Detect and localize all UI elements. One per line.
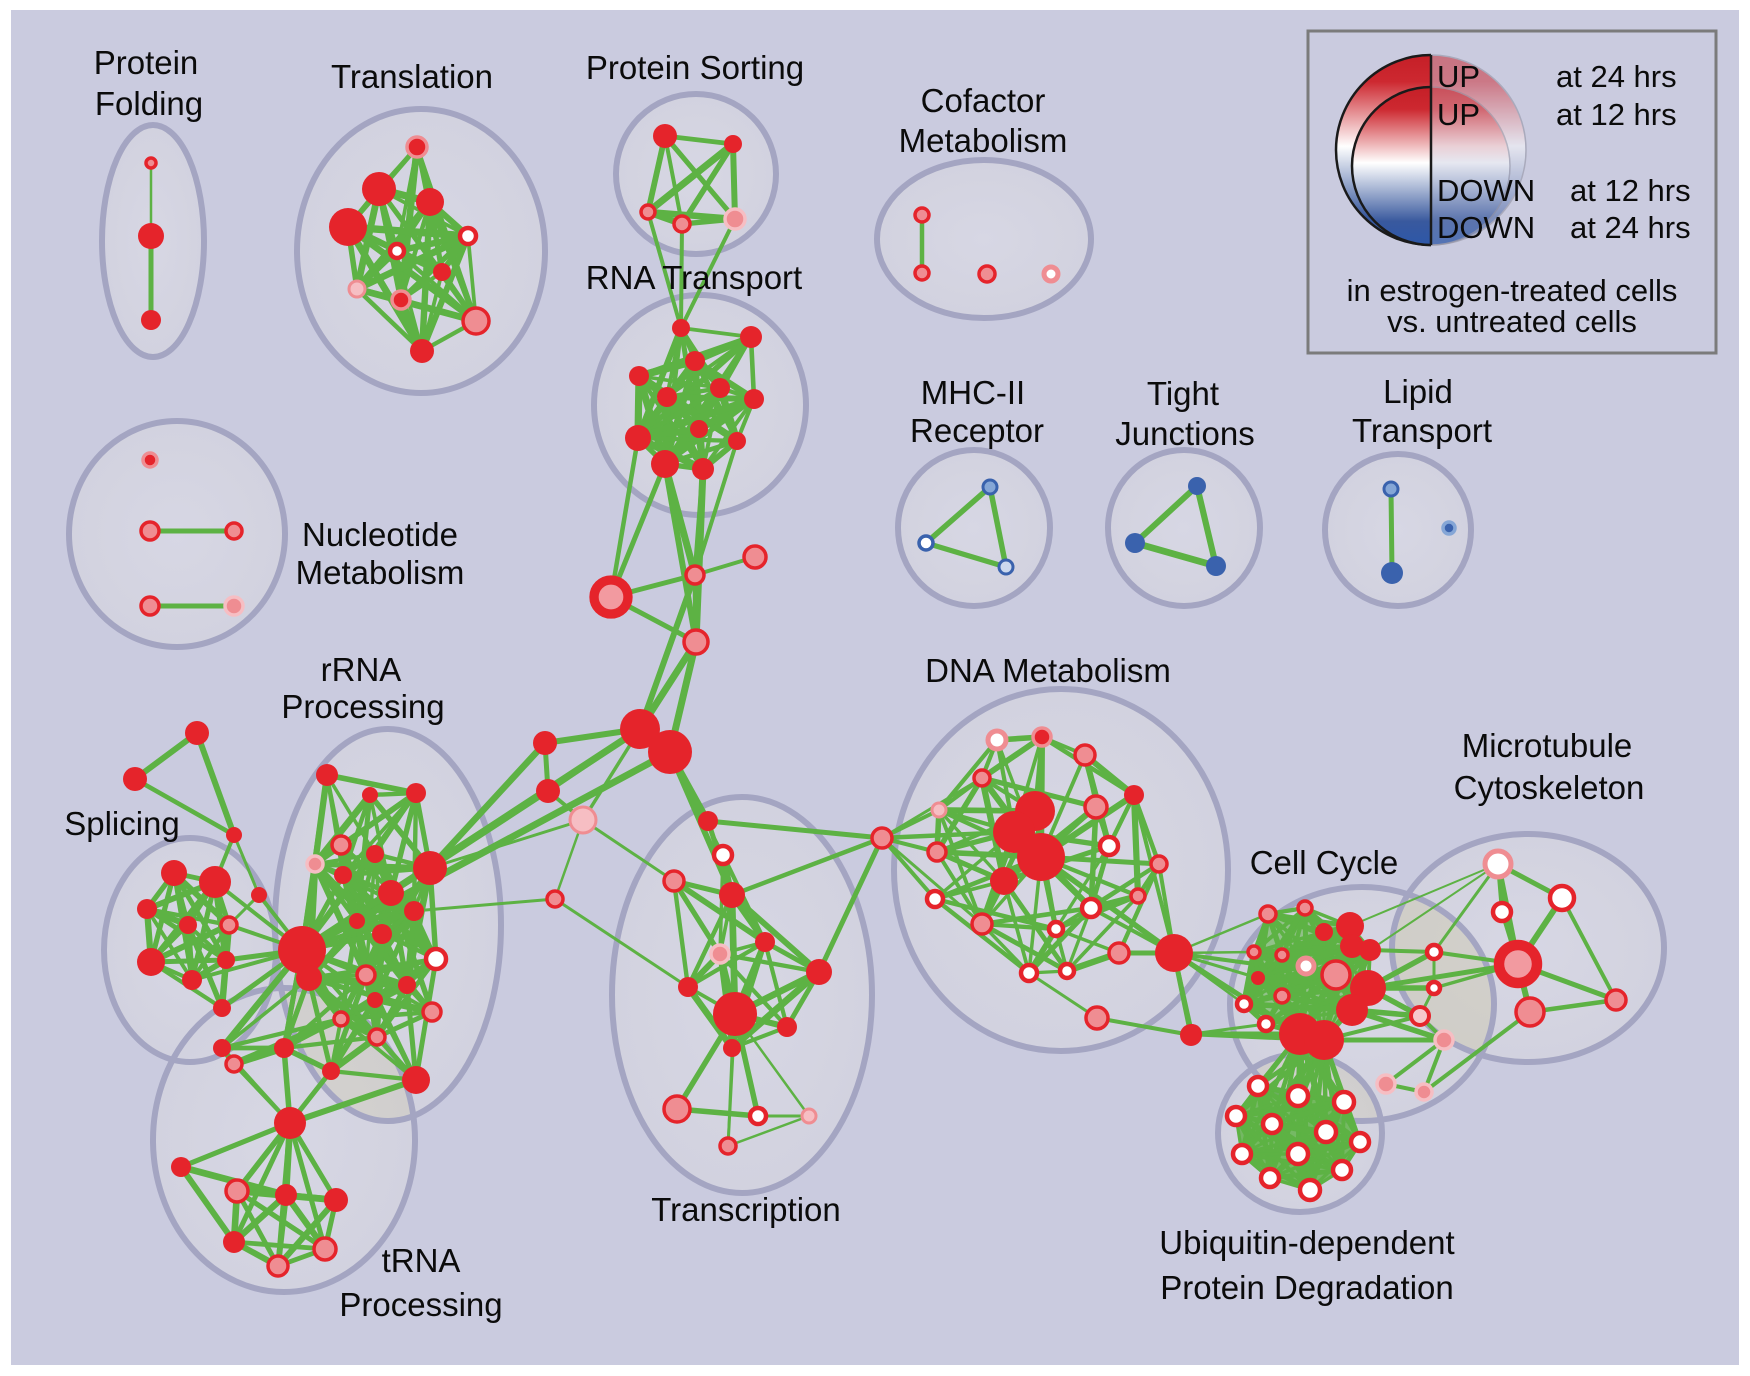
svg-text:at 12 hrs: at 12 hrs [1556,97,1677,132]
svg-text:at 12 hrs: at 12 hrs [1570,173,1691,208]
svg-text:Protein: Protein [94,44,199,81]
svg-text:Receptor: Receptor [910,412,1044,449]
svg-text:Cofactor: Cofactor [921,82,1046,119]
svg-text:in estrogen-treated cells: in estrogen-treated cells [1347,273,1678,308]
svg-text:UP: UP [1437,97,1480,132]
svg-text:Nucleotide: Nucleotide [302,516,458,553]
svg-text:rRNA: rRNA [321,651,402,688]
svg-text:Tight: Tight [1147,375,1219,412]
svg-text:Cell Cycle: Cell Cycle [1250,844,1399,881]
svg-text:Translation: Translation [331,58,493,95]
svg-text:Lipid: Lipid [1383,373,1453,410]
svg-text:DOWN: DOWN [1437,210,1535,245]
svg-text:Metabolism: Metabolism [296,554,465,591]
svg-text:Microtubule: Microtubule [1462,727,1633,764]
svg-text:Processing: Processing [281,688,444,725]
svg-text:DNA Metabolism: DNA Metabolism [925,652,1171,689]
svg-text:tRNA: tRNA [382,1242,461,1279]
svg-text:Transcription: Transcription [651,1191,841,1228]
svg-text:Metabolism: Metabolism [899,122,1068,159]
svg-text:DOWN: DOWN [1437,173,1535,208]
svg-text:RNA Transport: RNA Transport [586,259,802,296]
svg-text:UP: UP [1437,59,1480,94]
svg-text:Junctions: Junctions [1115,415,1254,452]
svg-text:Folding: Folding [95,85,203,122]
svg-text:MHC-II: MHC-II [921,374,1025,411]
svg-text:Processing: Processing [339,1286,502,1323]
svg-text:Protein Sorting: Protein Sorting [586,49,804,86]
svg-text:at 24 hrs: at 24 hrs [1570,210,1691,245]
svg-text:Splicing: Splicing [64,805,180,842]
svg-text:Transport: Transport [1352,412,1492,449]
svg-text:vs. untreated cells: vs. untreated cells [1387,304,1637,339]
svg-text:at 24 hrs: at 24 hrs [1556,59,1677,94]
svg-text:Protein Degradation: Protein Degradation [1160,1269,1454,1306]
svg-text:Cytoskeleton: Cytoskeleton [1454,769,1645,806]
svg-text:Ubiquitin-dependent: Ubiquitin-dependent [1159,1224,1454,1261]
